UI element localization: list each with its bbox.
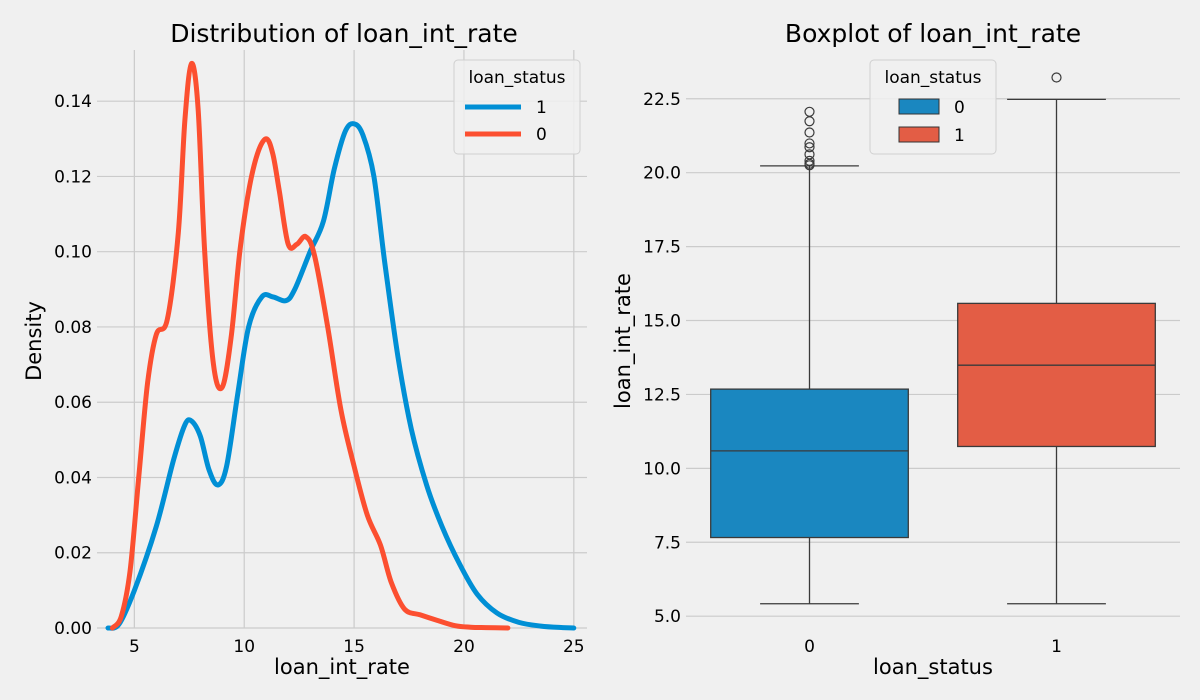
box-outlier [804, 106, 815, 117]
kde-y-tick-label: 0.10 [54, 243, 92, 263]
box-y-tick-label: 7.5 [654, 533, 681, 553]
box-legend-swatch [898, 98, 940, 115]
kde-y-ticks: 0.00 0.02 0.04 0.06 0.08 0.10 0.12 0.14 [54, 92, 92, 639]
box-outlier [1051, 72, 1062, 83]
box-x-tick-label: 0 [804, 637, 815, 657]
box-iqr-1 [957, 302, 1156, 448]
kde-x-tick-label: 25 [563, 637, 585, 657]
kde-y-tick-label: 0.04 [54, 468, 92, 488]
kde-x-tick-label: 15 [343, 637, 365, 657]
box-legend-title: loan_status [884, 68, 981, 88]
kde-chart: 5 10 15 20 25 0.000.020.040.060.080.100.120.… [22, 19, 587, 680]
kde-x-ticks: 5 10 15 20 25 [129, 637, 585, 657]
box-y-tick-label: 15.0 [643, 312, 681, 332]
kde-legend-label: 1 [536, 98, 547, 118]
kde-series-lines [105, 60, 577, 631]
box-outlier [804, 149, 815, 160]
kde-x-tick-label: 20 [453, 637, 475, 657]
box-x-tick-label: 1 [1051, 637, 1062, 657]
box-x-axis-label: loan_status [873, 655, 993, 680]
box-series [710, 72, 1156, 605]
box-outlier [804, 127, 815, 138]
box-legend-label: 1 [954, 126, 965, 146]
kde-y-tick-label: 0.14 [54, 92, 92, 112]
box-y-tick-label: 5.0 [654, 607, 681, 627]
kde-y-tick-label: 0.08 [54, 318, 92, 338]
kde-legend: loan_status 1 0 [453, 59, 581, 155]
kde-x-axis-label: loan_int_rate [274, 655, 410, 680]
box-group-1 [957, 72, 1156, 605]
kde-legend-label: 0 [536, 125, 547, 145]
box-outlier [804, 138, 815, 149]
kde-x-tick-label: 10 [233, 637, 255, 657]
box-outlier [804, 142, 815, 153]
box-y-tick-label: 17.5 [643, 238, 681, 258]
kde-y-tick-label: 0.02 [54, 544, 92, 564]
box-legend-swatch [898, 126, 940, 143]
box-iqr-0 [710, 388, 909, 539]
box-group-0 [710, 106, 909, 605]
box-y-tick-label: 22.5 [643, 90, 681, 110]
box-outlier [804, 155, 815, 166]
box-y-ticks: 5.0 7.5 10.0 12.5 15.0 17.5 20.0 22.5 [643, 90, 681, 627]
kde-x-tick-label: 5 [129, 637, 140, 657]
box-chart-title: Boxplot of loan_int_rate [785, 19, 1081, 48]
kde-y-tick-label: 0.12 [54, 167, 92, 187]
kde-chart-title: Distribution of loan_int_rate [170, 19, 518, 48]
kde-series-line-1 [105, 121, 577, 631]
box-legend-label: 0 [954, 98, 965, 118]
kde-y-tick-label: 0.00 [54, 619, 92, 639]
kde-y-axis-label: Density [22, 301, 46, 381]
box-y-tick-label: 10.0 [643, 459, 681, 479]
box-y-tick-label: 12.5 [643, 385, 681, 405]
box-legend: loan_status 0 1 [869, 59, 997, 155]
box-y-tick-label: 20.0 [643, 164, 681, 184]
kde-series-line-0 [109, 60, 511, 631]
kde-legend-title: loan_status [468, 68, 565, 88]
kde-y-tick-label: 0.06 [54, 393, 92, 413]
box-y-axis-label: loan_int_rate [611, 273, 636, 409]
